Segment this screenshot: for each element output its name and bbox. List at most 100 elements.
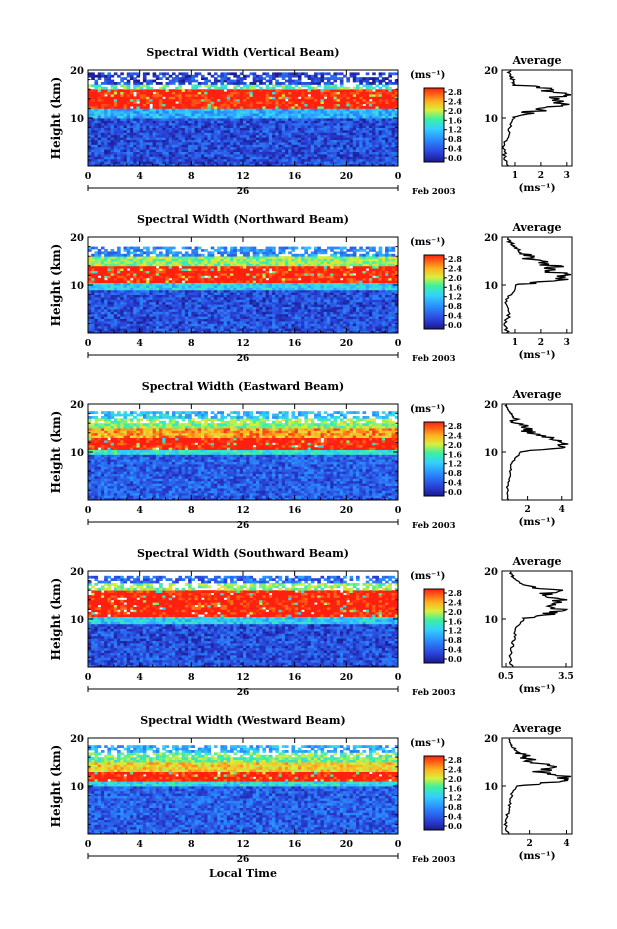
heatmap-cell (217, 149, 221, 152)
heatmap-cell (362, 96, 367, 100)
heatmap-cell (230, 321, 234, 324)
heatmap-cell (91, 115, 95, 119)
heatmap-cell (181, 79, 186, 83)
heatmap-cell (129, 89, 134, 92)
heatmap-cell (110, 328, 115, 331)
heatmap-cell (291, 101, 296, 104)
heatmap-cell (349, 120, 354, 124)
heatmap-cell (213, 306, 218, 310)
heatmap-cell (314, 77, 318, 80)
heatmap-cell (336, 120, 341, 124)
heatmap-cell (207, 86, 212, 90)
heatmap-cell (326, 311, 331, 315)
heatmap-cell (226, 325, 231, 329)
heatmap-cell (310, 163, 315, 167)
heatmap-cell (181, 144, 186, 148)
heatmap-cell (165, 139, 170, 143)
heatmap-cell (175, 323, 179, 327)
heatmap-cell (352, 306, 357, 310)
heatmap-cell (139, 151, 144, 155)
heatmap-cell (236, 103, 241, 107)
heatmap-cell (239, 306, 244, 310)
heatmap-cell (365, 108, 370, 112)
heatmap-cell (194, 144, 199, 148)
heatmap-cell (197, 158, 202, 162)
heatmap-cell (343, 91, 347, 95)
heatmap-cell (217, 299, 221, 303)
heatmap-cell (123, 130, 128, 133)
heatmap-cell (310, 149, 315, 152)
heatmap-cell (171, 142, 176, 145)
heatmap-cell (146, 82, 150, 85)
heatmap-cell (375, 144, 380, 148)
heatmap-cell (330, 149, 334, 152)
heatmap-cell (336, 106, 341, 109)
heatmap-cell (288, 306, 292, 310)
heatmap-cell (259, 318, 263, 322)
heatmap-cell (168, 74, 173, 78)
heatmap-cell (330, 318, 334, 322)
heatmap-cell (336, 156, 341, 160)
heatmap-cell (194, 101, 199, 104)
heatmap-cell (391, 328, 396, 331)
heatmap-cell (136, 122, 141, 126)
heatmap-cell (220, 151, 225, 155)
heatmap-cell (391, 156, 396, 160)
heatmap-cell (297, 82, 302, 85)
heatmap-cell (210, 125, 215, 128)
heatmap-cell (262, 91, 267, 95)
heatmap-cell (126, 74, 131, 78)
heatmap-cell (343, 139, 347, 143)
heatmap-cell (117, 311, 121, 315)
heatmap-cell (220, 82, 225, 85)
heatmap-cell (149, 134, 153, 138)
heatmap-cell (100, 127, 105, 131)
heatmap-cell (284, 94, 289, 97)
heatmap-cell (136, 316, 141, 319)
heatmap-cell (297, 72, 302, 76)
heatmap-cell (197, 113, 202, 116)
heatmap-cell (333, 132, 338, 136)
heatmap-cell (368, 309, 373, 312)
heatmap-cell (126, 98, 131, 102)
heatmap-cell (171, 301, 176, 305)
heatmap-cell (136, 146, 141, 150)
heatmap-cell (243, 108, 247, 112)
heatmap-cell (113, 94, 118, 97)
x-tick-label: 0 (85, 171, 92, 182)
heatmap-cell (323, 137, 328, 140)
heatmap-cell (339, 94, 344, 97)
heatmap-cell (97, 299, 102, 303)
heatmap-cell (146, 149, 150, 152)
heatmap-cell (275, 120, 279, 124)
heatmap-cell (239, 321, 244, 324)
heatmap-cell (352, 139, 357, 143)
heatmap-cell (356, 163, 360, 167)
heatmap-cell (394, 110, 399, 114)
heatmap-cell (323, 120, 328, 124)
heatmap-cell (378, 313, 383, 317)
heatmap-cell (323, 103, 328, 107)
heatmap-cell (184, 158, 189, 162)
heatmap-cell (165, 137, 170, 140)
heatmap-cell (139, 132, 144, 136)
heatmap-cell (368, 313, 373, 317)
heatmap-cell (162, 137, 166, 140)
heatmap-cell (320, 103, 325, 107)
heatmap-cell (104, 158, 108, 162)
heatmap-cell (146, 127, 150, 131)
heatmap-cell (239, 316, 244, 319)
heatmap-cell (113, 82, 118, 85)
heatmap-cell (252, 154, 257, 157)
heatmap-cell (162, 101, 166, 104)
heatmap-cell (194, 154, 199, 157)
heatmap-cell (197, 330, 202, 334)
heatmap-cell (352, 96, 357, 100)
heatmap-cell (191, 127, 195, 131)
heatmap-cell (284, 72, 289, 76)
heatmap-cell (385, 156, 389, 160)
heatmap-cell (336, 137, 341, 140)
heatmap-cell (159, 311, 163, 315)
heatmap-cell (217, 103, 221, 107)
heatmap-cell (243, 301, 247, 305)
